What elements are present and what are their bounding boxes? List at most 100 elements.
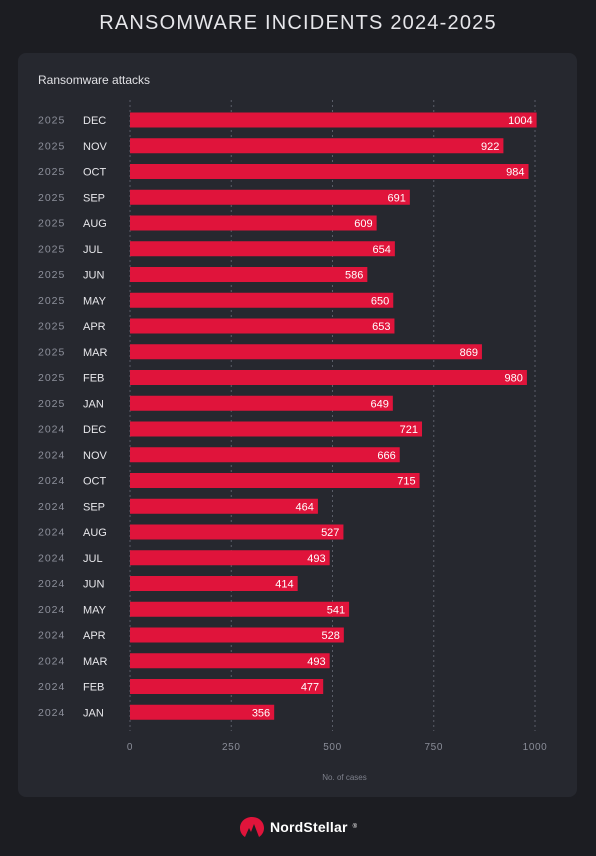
page-title: RANSOMWARE INCIDENTS 2024-2025 — [99, 12, 497, 34]
year-label: 2025 — [38, 243, 65, 255]
year-label: 2025 — [38, 269, 65, 281]
year-label: 2025 — [38, 140, 65, 152]
bar-value-label: 541 — [327, 604, 345, 616]
month-label: MAY — [83, 295, 107, 307]
year-label: 2025 — [38, 295, 65, 307]
bar — [130, 653, 330, 669]
year-label: 2024 — [38, 604, 65, 616]
year-label: 2024 — [38, 501, 65, 513]
month-label: FEB — [83, 682, 104, 694]
bar — [130, 498, 318, 514]
month-label: APR — [83, 321, 106, 333]
bar-value-label: 653 — [372, 321, 390, 333]
year-label: 2025 — [38, 372, 65, 384]
bar — [130, 627, 344, 643]
chart-subtitle: Ransomware attacks — [38, 73, 151, 87]
x-tick-label: 1000 — [523, 742, 548, 753]
year-label: 2025 — [38, 115, 65, 127]
bar — [130, 576, 298, 591]
brand-registered-mark: ® — [352, 824, 358, 830]
bar — [130, 550, 330, 566]
bar-value-label: 356 — [252, 707, 270, 719]
bar — [130, 344, 482, 360]
bar-value-label: 666 — [377, 450, 395, 462]
bar-value-label: 414 — [275, 579, 293, 591]
month-label: JUN — [83, 270, 104, 282]
year-label: 2024 — [38, 527, 65, 539]
bar-value-label: 649 — [370, 398, 388, 410]
bar — [130, 241, 395, 257]
year-label: 2025 — [38, 346, 65, 358]
year-label: 2024 — [38, 655, 65, 667]
bar — [130, 138, 504, 154]
month-label: DEC — [83, 115, 106, 127]
bar — [130, 395, 393, 411]
bar-value-label: 586 — [345, 270, 363, 282]
month-label: NOV — [83, 141, 108, 153]
month-label: JAN — [83, 707, 104, 719]
bar-value-label: 493 — [307, 656, 325, 668]
bar — [130, 267, 368, 282]
month-label: JUN — [83, 579, 104, 591]
bar-value-label: 980 — [505, 373, 523, 385]
month-label: JAN — [83, 398, 104, 410]
month-label: NOV — [83, 450, 108, 462]
bar-value-label: 922 — [481, 141, 499, 153]
bar-value-label: 691 — [387, 192, 405, 204]
month-label: FEB — [83, 373, 104, 385]
bar — [130, 601, 350, 617]
year-label: 2024 — [38, 475, 65, 487]
bar — [130, 112, 537, 128]
bar-value-label: 654 — [373, 244, 391, 256]
bar — [130, 421, 423, 437]
bar-value-label: 528 — [321, 630, 339, 642]
bar-value-label: 477 — [301, 682, 319, 694]
nordstellar-mountain-logo-icon — [239, 817, 264, 837]
year-label: 2025 — [38, 321, 65, 333]
month-label: MAY — [83, 604, 107, 616]
bar-value-label: 527 — [321, 527, 339, 539]
bar-chart: 0 250 500 750 1000 No. of cases 2025 DEC 1004 202… — [38, 100, 548, 782]
year-label: 2024 — [38, 578, 65, 590]
year-label: 2025 — [38, 218, 65, 230]
bar-value-label: 650 — [371, 295, 389, 307]
month-label: MAR — [83, 347, 108, 359]
bar — [130, 292, 394, 308]
brand-name: NordStellar — [269, 819, 348, 835]
x-tick-label: 750 — [425, 742, 444, 753]
year-label: 2024 — [38, 707, 65, 719]
month-label: AUG — [83, 527, 107, 539]
x-tick-label: 500 — [323, 742, 342, 753]
bar — [130, 318, 395, 334]
bar-value-label: 464 — [296, 501, 314, 513]
month-label: JUL — [83, 244, 103, 256]
chart-panel: Ransomware attacks 0 250 500 750 1000 No. of … — [18, 53, 577, 797]
month-label: APR — [83, 630, 106, 642]
month-label: MAR — [83, 656, 108, 668]
year-label: 2024 — [38, 449, 65, 461]
year-label: 2025 — [38, 166, 65, 178]
month-label: AUG — [83, 218, 107, 230]
month-label: OCT — [83, 167, 107, 179]
footer-brand: NordStellar ® — [0, 815, 596, 839]
bar-value-label: 984 — [506, 167, 524, 179]
x-axis-label: No. of cases — [322, 773, 366, 782]
bar — [130, 164, 529, 179]
year-label: 2024 — [38, 552, 65, 564]
month-label: SEP — [83, 192, 105, 204]
year-label: 2025 — [38, 192, 65, 204]
bar — [130, 704, 275, 720]
month-label: DEC — [83, 424, 106, 436]
bar-value-label: 721 — [400, 424, 418, 436]
bar — [130, 473, 420, 488]
bar — [130, 215, 377, 231]
year-label: 2024 — [38, 630, 65, 642]
bar-value-label: 715 — [397, 476, 415, 488]
bar — [130, 189, 410, 205]
bar — [130, 679, 324, 694]
month-label: SEP — [83, 501, 105, 513]
x-tick-label: 0 — [127, 742, 133, 753]
bar-value-label: 609 — [354, 218, 372, 230]
x-tick-label: 250 — [222, 742, 241, 753]
bar-value-label: 1004 — [508, 115, 532, 127]
